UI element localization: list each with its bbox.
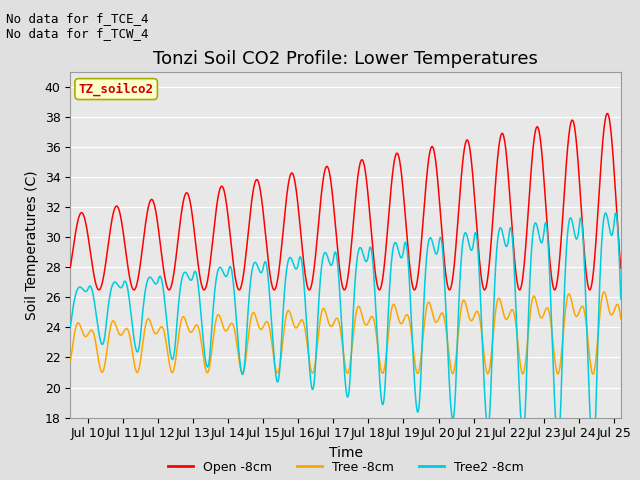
- Text: No data for f_TCE_4
No data for f_TCW_4: No data for f_TCE_4 No data for f_TCW_4: [6, 12, 149, 40]
- Legend: Open -8cm, Tree -8cm, Tree2 -8cm: Open -8cm, Tree -8cm, Tree2 -8cm: [163, 456, 529, 479]
- Text: TZ_soilco2: TZ_soilco2: [79, 83, 154, 96]
- Y-axis label: Soil Temperatures (C): Soil Temperatures (C): [25, 170, 39, 320]
- X-axis label: Time: Time: [328, 446, 363, 460]
- Title: Tonzi Soil CO2 Profile: Lower Temperatures: Tonzi Soil CO2 Profile: Lower Temperatur…: [153, 49, 538, 68]
